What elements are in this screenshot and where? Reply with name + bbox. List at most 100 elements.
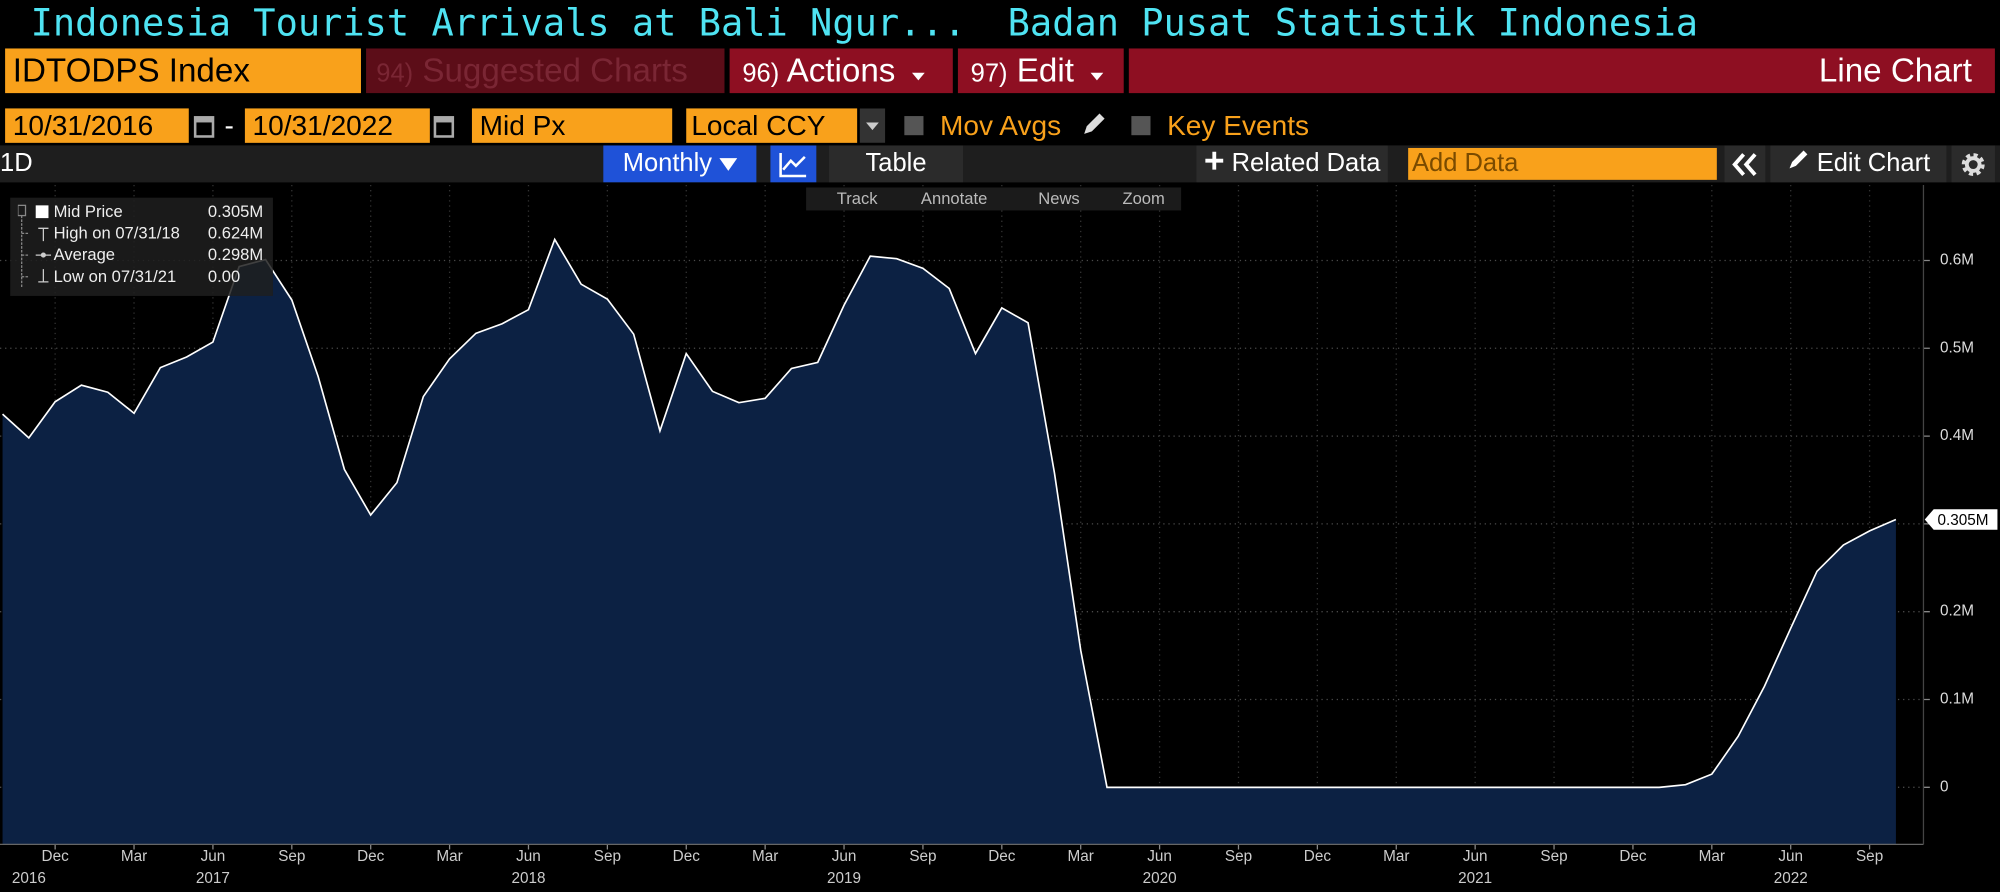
calendar-icon[interactable]: [191, 112, 217, 140]
mov-avgs-label: Mov Avgs: [940, 109, 1062, 142]
period-selector[interactable]: Monthly: [603, 145, 757, 183]
y-tick-label: 0.1M: [1940, 691, 1974, 708]
x-tick-label: Sep: [1540, 848, 1567, 865]
y-tick-label: 0.2M: [1940, 603, 1974, 620]
chart-tools: Track Annotate News Zoom: [806, 187, 1182, 211]
legend-stat-label: High on 07/31/18: [53, 223, 180, 243]
x-tick-label: Dec: [1619, 848, 1647, 865]
legend-icons: [17, 204, 52, 287]
data-source: Badan Pusat Statistik Indonesia: [1007, 1, 1699, 45]
plus-icon: [1205, 151, 1224, 170]
x-tick-label: Jun: [201, 848, 226, 865]
legend-stat-value: 0.00: [207, 266, 241, 286]
range-button[interactable]: 1D: [0, 149, 33, 178]
legend: Mid Price 0.305M High on 07/31/18 0.624M A…: [10, 197, 273, 296]
settings-button[interactable]: [1951, 145, 1995, 183]
x-tick-label: Dec: [673, 848, 701, 865]
legend-stat-label: Low on 07/31/21: [53, 266, 177, 286]
x-year-label: 2022: [1774, 870, 1808, 887]
x-tick-label: Mar: [1068, 848, 1094, 865]
menu-number: 96): [742, 59, 780, 89]
chart-type-label: Line Chart: [1818, 51, 1972, 90]
x-tick-label: Mar: [1383, 848, 1409, 865]
x-tick-label: Jun: [1147, 848, 1172, 865]
dropdown-arrow: [719, 158, 737, 171]
x-year-label: 2017: [196, 870, 230, 887]
x-tick-label: Sep: [594, 848, 621, 865]
chart-tool[interactable]: Track: [836, 188, 878, 208]
currency-dropdown[interactable]: [859, 108, 886, 143]
field-selector[interactable]: Mid Px: [471, 108, 673, 143]
legend-value: 0.305M: [207, 201, 264, 221]
x-year-label: 2019: [827, 870, 861, 887]
add-data-field[interactable]: Add Data: [1408, 147, 1717, 180]
edit-button[interactable]: 97) Edit: [957, 48, 1124, 94]
edit-chart-label: Edit Chart: [1816, 149, 1931, 178]
legend-label: Mid Price: [53, 201, 123, 221]
x-tick-label: Jun: [1463, 848, 1488, 865]
related-data-label: Related Data: [1231, 149, 1381, 178]
last-value-label: 0.305M: [1937, 512, 1988, 529]
double-chevron: [1732, 153, 1757, 177]
y-tick-label: 0.4M: [1940, 427, 1974, 444]
x-year-label: 2020: [1143, 870, 1177, 887]
dropdown-arrow: [912, 72, 926, 81]
x-tick-label: Sep: [909, 848, 936, 865]
y-tick-label: 0.5M: [1940, 339, 1974, 356]
x-tick-label: Mar: [752, 848, 778, 865]
menu-number: 97): [970, 59, 1008, 89]
x-tick-label: Jun: [1778, 848, 1803, 865]
x-tick-label: Dec: [988, 848, 1016, 865]
x-tick-label: Mar: [121, 848, 147, 865]
security-title: Indonesia Tourist Arrivals at Bali Ngur.…: [30, 1, 966, 45]
end-date-field[interactable]: 10/31/2022: [244, 108, 430, 143]
start-date-field[interactable]: 10/31/2016: [5, 108, 189, 143]
x-tick-label: Dec: [357, 848, 385, 865]
menu-label: Edit: [1016, 51, 1074, 90]
date-separator: -: [224, 109, 234, 142]
chart-tool[interactable]: Annotate: [920, 188, 988, 208]
area: [2, 239, 1896, 845]
x-tick-label: Jun: [832, 848, 857, 865]
range-toolbar: Monthly Table Related Data Add Data Edit…: [0, 145, 2000, 183]
checkbox[interactable]: [903, 115, 925, 137]
x-year-label: 2016: [12, 870, 46, 887]
x-tick-label: Dec: [1304, 848, 1332, 865]
edit-chart-button[interactable]: Edit Chart: [1770, 145, 1947, 183]
x-tick-label: Jun: [516, 848, 541, 865]
x-year-label: 2021: [1458, 870, 1492, 887]
x-tick-label: Sep: [1225, 848, 1252, 865]
currency-selector[interactable]: Local CCY: [686, 108, 858, 143]
ticker-field[interactable]: IDTODPS Index: [5, 48, 361, 94]
menu-label: Suggested Charts: [422, 51, 688, 90]
last-value-tag: [1924, 509, 1998, 530]
key-events-label: Key Events: [1167, 109, 1310, 142]
pencil-icon[interactable]: [1079, 111, 1107, 139]
x-tick-label: Sep: [278, 848, 305, 865]
menu-label: Actions: [786, 51, 896, 90]
chart-view-button[interactable]: [770, 145, 817, 183]
related-data-button[interactable]: Related Data: [1196, 145, 1388, 183]
period-label: Monthly: [622, 149, 713, 178]
menu-number: 94): [376, 59, 414, 89]
checkbox[interactable]: [1130, 115, 1152, 137]
x-tick-label: Mar: [436, 848, 462, 865]
y-tick-label: 0: [1940, 778, 1949, 795]
collapse-button[interactable]: [1724, 145, 1766, 183]
table-button[interactable]: Table: [829, 145, 964, 183]
y-tick-label: 0.6M: [1940, 252, 1974, 269]
chart-icon: [779, 153, 807, 178]
chart-tool[interactable]: News: [1038, 188, 1080, 208]
actions-button[interactable]: 96) Actions: [729, 48, 953, 94]
x-year-label: 2018: [511, 870, 545, 887]
legend-stat-value: 0.624M: [207, 223, 264, 243]
chart-tool[interactable]: Zoom: [1122, 188, 1165, 208]
calendar-icon[interactable]: [431, 112, 457, 140]
legend-stat-value: 0.298M: [207, 244, 264, 265]
chart-type-bar: Line Chart: [1128, 48, 1995, 94]
x-tick-label: Dec: [42, 848, 70, 865]
chart: 00.1M0.2M0.3M0.4M0.5M0.6MDecMarJunSepDec…: [0, 184, 1998, 887]
dropdown-arrow: [1090, 72, 1104, 81]
